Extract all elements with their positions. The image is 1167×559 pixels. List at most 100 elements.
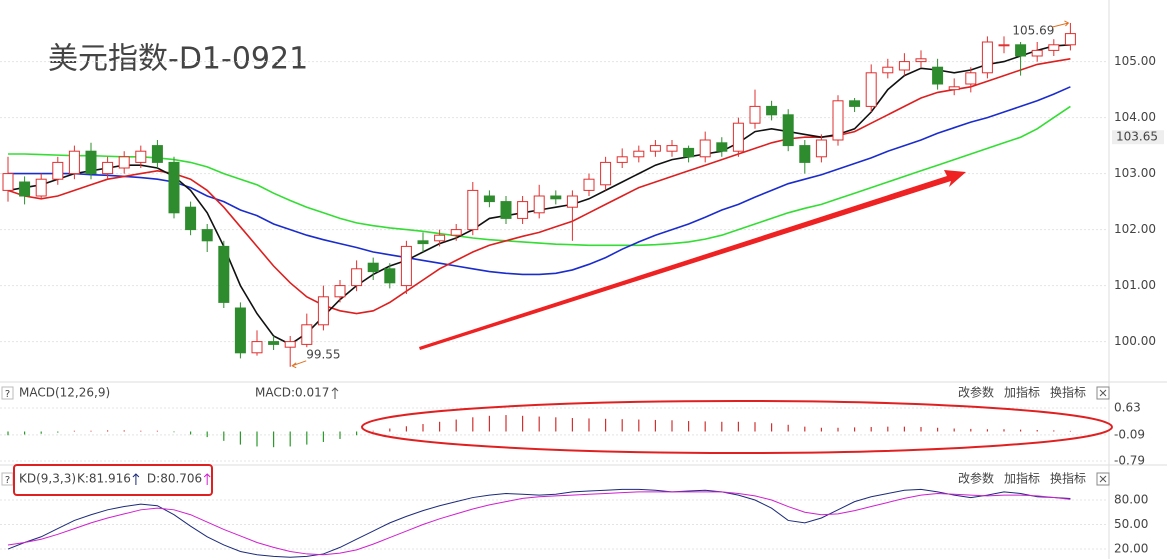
y-tick-label: 100.00 [1114,334,1156,348]
indicator-button[interactable]: 换指标 [1050,385,1086,400]
y-tick-label: -0.09 [1114,427,1145,441]
moving-average-line [7,58,1071,315]
candle-body [766,105,778,116]
candle-body [832,100,844,141]
candle-body [666,145,678,152]
candle-body [367,262,379,273]
indicator-button[interactable]: 改参数 [958,471,994,486]
candle-body [865,72,877,107]
candle-body [716,142,728,152]
candle-body [35,178,47,197]
y-tick-label: 103.00 [1114,166,1156,180]
price-tag-label: 103.65 [1116,130,1158,144]
candle-body [732,122,744,152]
candle-body [649,145,661,152]
candle-body [566,195,578,208]
candle-body [981,41,993,74]
candle-body [102,161,114,175]
candle-body [600,161,612,186]
candle-body [749,105,761,124]
candle-body [915,58,927,63]
candle-body [334,285,346,298]
y-tick-label: 105.00 [1114,54,1156,68]
candle-body [1064,33,1076,46]
indicator-button[interactable]: 加指标 [1004,471,1040,486]
candle-body [1015,44,1027,57]
candle-body [201,229,213,242]
candle-body [898,61,910,71]
candle-body [450,229,462,236]
candle-body [85,150,97,175]
candle-body [815,139,827,158]
candle-body [583,178,595,191]
candle-body [483,195,495,203]
candle-body [417,240,429,245]
help-text: ? [5,389,10,400]
candle-body [932,66,944,85]
indicator-button[interactable]: 改参数 [958,385,994,400]
candle-body [234,307,246,354]
candle-body [118,156,130,169]
indicator-button[interactable]: 换指标 [1050,471,1086,486]
candle-body [68,150,80,175]
candle-body [1031,49,1043,57]
high-pointer [1052,20,1070,28]
candle-body [251,341,263,354]
candle-body [683,147,695,158]
indicator-value: MACD:0.017 [255,386,329,400]
candle-body [699,139,711,158]
candle-body [616,156,628,163]
help-text: ? [5,475,10,486]
moving-average-line [8,105,1071,247]
candle-body [351,268,363,287]
candle-body [268,341,280,345]
indicator-name: MACD(12,26,9) [19,386,110,400]
legend-label: D:80.706 [147,472,202,486]
low-label: 99.55 [306,347,340,361]
candle-body [284,341,296,348]
indicator-button[interactable]: 加指标 [1004,385,1040,400]
trend-icon [203,473,211,485]
candle-body [400,245,412,287]
candle-body [52,161,64,180]
y-tick-label: 50.00 [1114,517,1148,531]
y-tick-label: 80.00 [1114,493,1148,507]
candle-body [434,234,446,242]
candle-body [550,195,562,200]
candle-body [633,150,645,158]
candle-body [185,206,197,231]
y-tick-label: -0.79 [1114,454,1145,468]
trend-icon [331,387,339,399]
candle-body [965,72,977,85]
candle-body [301,324,313,345]
candle-body [533,195,545,214]
candle-body [517,201,529,219]
high-label: 105.69 [1012,23,1054,37]
trend-icon [132,473,140,485]
candle-body [998,44,1010,47]
help-icon [1,386,14,400]
candle-body [467,189,479,231]
candle-body [500,201,512,219]
candle-body [948,86,960,91]
candle-body [317,296,329,326]
y-tick-label: 20.00 [1114,542,1148,556]
trend-arrow [419,170,966,350]
y-tick-label: 101.00 [1114,278,1156,292]
price-tag [1112,130,1164,145]
candle-body [135,150,147,163]
highlight-ellipse [361,400,1113,454]
candle-body [849,100,861,107]
candle-body [384,268,396,284]
close-icon [1099,389,1107,397]
candle-body [218,245,230,303]
y-tick-label: 102.00 [1114,222,1156,236]
candle-body [799,145,811,163]
candle-body [1048,44,1060,51]
candle-body [168,161,180,214]
kd-line [7,488,1071,558]
legend-label: K:81.916 [77,472,131,486]
low-pointer [291,360,307,369]
close-icon [1099,475,1107,483]
